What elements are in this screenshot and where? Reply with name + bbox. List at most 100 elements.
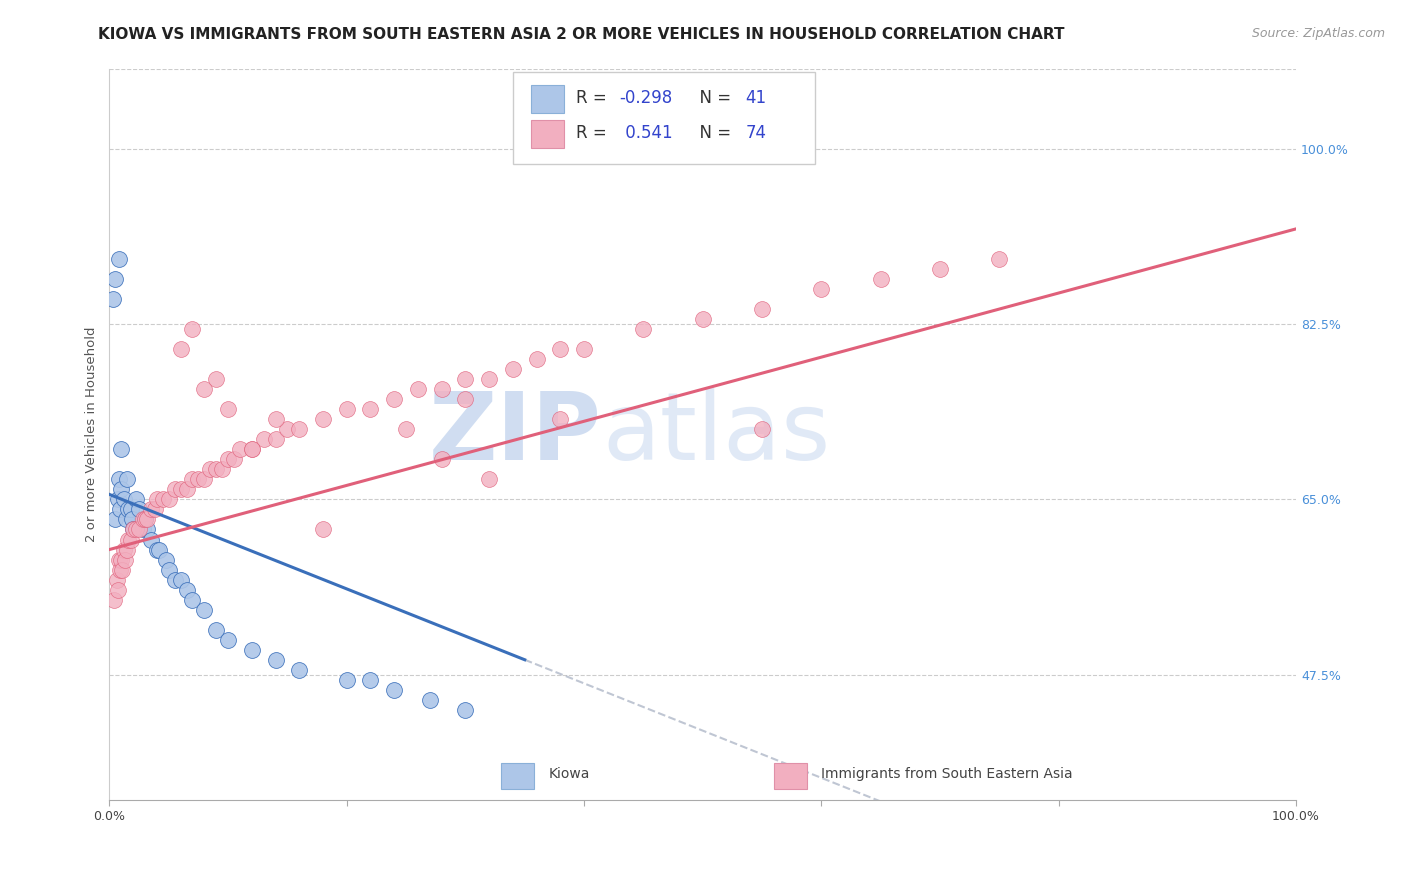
Point [406, 382, 429, 396]
Point [117, 502, 139, 516]
Point [110, 552, 132, 566]
Y-axis label: 2 or more Vehicles in Household: 2 or more Vehicles in Household [86, 326, 98, 542]
Text: -0.298: -0.298 [620, 89, 673, 107]
Point [810, 282, 832, 296]
Point [312, 412, 335, 426]
Point [169, 483, 191, 497]
Point [751, 301, 773, 316]
FancyBboxPatch shape [773, 764, 807, 789]
Point [253, 432, 276, 446]
Point [120, 502, 142, 516]
Point [312, 523, 335, 537]
Point [157, 492, 180, 507]
Point [103, 592, 125, 607]
Point [336, 402, 359, 417]
Point [163, 483, 186, 497]
Point [193, 472, 215, 486]
FancyBboxPatch shape [501, 764, 534, 789]
FancyBboxPatch shape [530, 86, 564, 113]
Point [181, 322, 204, 336]
Point [115, 472, 138, 486]
Point [240, 442, 263, 457]
Point [430, 382, 453, 396]
Text: ZIP: ZIP [429, 388, 602, 480]
Point [240, 642, 263, 657]
Point [169, 573, 191, 587]
Point [155, 552, 177, 566]
FancyBboxPatch shape [513, 72, 815, 163]
Point [104, 512, 127, 526]
Text: N =: N = [689, 124, 735, 142]
Point [120, 533, 142, 547]
Point [217, 452, 239, 467]
Point [478, 472, 501, 486]
Point [107, 492, 129, 507]
Text: N =: N = [689, 89, 735, 107]
Point [157, 563, 180, 577]
Point [211, 462, 233, 476]
Text: Immigrants from South Eastern Asia: Immigrants from South Eastern Asia [821, 767, 1073, 781]
Point [128, 502, 150, 516]
Point [121, 512, 143, 526]
Text: 41: 41 [745, 89, 766, 107]
Point [430, 452, 453, 467]
Point [117, 533, 139, 547]
Point [110, 442, 132, 457]
Point [108, 252, 131, 266]
Point [988, 252, 1011, 266]
Point [136, 523, 159, 537]
Point [382, 392, 405, 407]
Point [193, 602, 215, 616]
Point [108, 552, 131, 566]
FancyBboxPatch shape [530, 120, 564, 148]
Point [550, 342, 572, 356]
Point [108, 502, 131, 516]
Text: Kiowa: Kiowa [548, 767, 591, 781]
Point [572, 342, 595, 356]
Point [148, 542, 170, 557]
Point [181, 592, 204, 607]
Point [550, 412, 572, 426]
Point [264, 432, 287, 446]
Point [205, 372, 228, 386]
Point [419, 693, 441, 707]
Text: KIOWA VS IMMIGRANTS FROM SOUTH EASTERN ASIA 2 OR MORE VEHICLES IN HOUSEHOLD CORR: KIOWA VS IMMIGRANTS FROM SOUTH EASTERN A… [98, 27, 1064, 42]
Point [124, 492, 146, 507]
Point [229, 442, 252, 457]
Point [454, 372, 477, 386]
Point [112, 492, 135, 507]
Point [128, 523, 150, 537]
Point [139, 502, 162, 516]
Point [139, 533, 162, 547]
Point [187, 472, 209, 486]
Point [152, 492, 174, 507]
Point [105, 573, 128, 587]
Point [146, 492, 169, 507]
Point [276, 422, 298, 436]
Point [108, 472, 131, 486]
Point [478, 372, 501, 386]
Point [101, 292, 124, 306]
Point [193, 382, 215, 396]
Point [163, 573, 186, 587]
Point [176, 582, 198, 597]
Point [122, 523, 145, 537]
Text: 0.541: 0.541 [620, 124, 672, 142]
Point [131, 523, 153, 537]
Point [104, 272, 127, 286]
Point [131, 512, 153, 526]
Point [240, 442, 263, 457]
Point [217, 402, 239, 417]
Point [134, 512, 156, 526]
Point [169, 342, 191, 356]
Point [359, 673, 381, 687]
Point [502, 362, 524, 376]
Point [929, 262, 952, 277]
Point [111, 563, 134, 577]
Point [205, 462, 228, 476]
Point [143, 502, 166, 516]
Point [264, 412, 287, 426]
Point [336, 673, 359, 687]
Point [288, 663, 311, 677]
Point [200, 462, 222, 476]
